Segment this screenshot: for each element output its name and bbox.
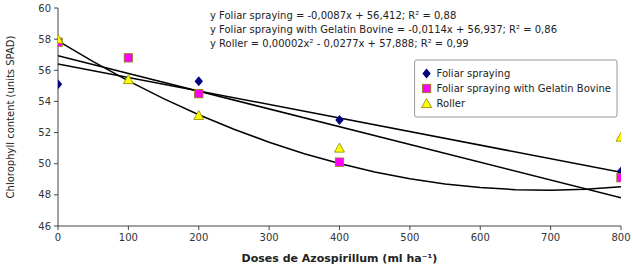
- point: [335, 115, 343, 125]
- x-tick-label: 100: [119, 232, 138, 243]
- x-tick: [480, 226, 481, 230]
- legend-marker: [422, 69, 430, 79]
- equation: y Foliar spraying with Gelatin Bovine = …: [210, 24, 557, 35]
- point: [123, 75, 133, 84]
- point: [335, 158, 343, 166]
- y-tick-label: 46: [38, 221, 51, 232]
- y-tick: [54, 226, 58, 227]
- y-tick: [54, 101, 58, 102]
- x-tick-label: 400: [330, 232, 349, 243]
- x-tick-label: 500: [400, 232, 419, 243]
- x-tick: [339, 226, 340, 230]
- x-tick: [550, 226, 551, 230]
- y-tick-label: 50: [38, 158, 51, 169]
- x-tick-label: 200: [189, 232, 208, 243]
- legend-marker: [422, 84, 430, 92]
- point: [195, 76, 203, 86]
- points: [58, 34, 621, 182]
- x-tick-label: 300: [260, 232, 279, 243]
- chart: 0 100 200 300 400 500 600 700 800 46 48 50 52 54 56 58 6…: [0, 0, 633, 268]
- point: [616, 132, 621, 141]
- point: [58, 34, 63, 43]
- y-tick: [54, 70, 58, 71]
- legend-label: Foliar spraying: [437, 68, 511, 79]
- legend-marker: [422, 99, 432, 108]
- x-tick-label: 0: [55, 232, 61, 243]
- x-tick: [269, 226, 270, 230]
- y-tick: [54, 132, 58, 133]
- plot-area: [58, 34, 621, 198]
- point: [194, 110, 204, 119]
- x-tick-label: 700: [541, 232, 560, 243]
- x-tick: [128, 226, 129, 230]
- point: [124, 54, 132, 62]
- y-tick-label: 60: [38, 3, 51, 14]
- trend-line: [58, 56, 621, 198]
- legend: Foliar spraying Foliar spraying with Gela…: [415, 60, 617, 117]
- x-tick: [621, 226, 622, 230]
- x-tick-label: 800: [611, 232, 630, 243]
- legend-label: Foliar spraying with Gelatin Bovine: [437, 83, 611, 94]
- trend-line: [58, 41, 621, 190]
- equation: y Foliar spraying = -0,0087x + 56,412; R…: [210, 10, 456, 21]
- point: [195, 89, 203, 97]
- y-tick-label: 56: [38, 65, 51, 76]
- x-axis-label: Doses de Azospirillum (ml ha⁻¹): [242, 252, 438, 265]
- trend-lines: [58, 41, 621, 198]
- y-tick: [54, 39, 58, 40]
- x-tick-label: 600: [471, 232, 490, 243]
- x-tick: [198, 226, 199, 230]
- y-tick: [54, 8, 58, 9]
- point: [58, 79, 62, 89]
- equation: y Roller = 0,00002x² - 0,0277x + 57,888;…: [210, 38, 469, 49]
- point: [617, 174, 621, 182]
- y-axis-label: Chlorophyll content (units SPAD): [5, 35, 16, 198]
- legend-box: [415, 60, 617, 117]
- y-tick-label: 58: [38, 34, 51, 45]
- legend-label: Roller: [437, 98, 466, 109]
- y-tick: [54, 194, 58, 195]
- y-tick: [54, 163, 58, 164]
- y-tick-label: 48: [38, 189, 51, 200]
- x-tick: [409, 226, 410, 230]
- x-tick: [58, 226, 59, 230]
- y-tick-label: 52: [38, 127, 51, 138]
- y-tick-label: 54: [38, 96, 51, 107]
- point: [335, 143, 345, 152]
